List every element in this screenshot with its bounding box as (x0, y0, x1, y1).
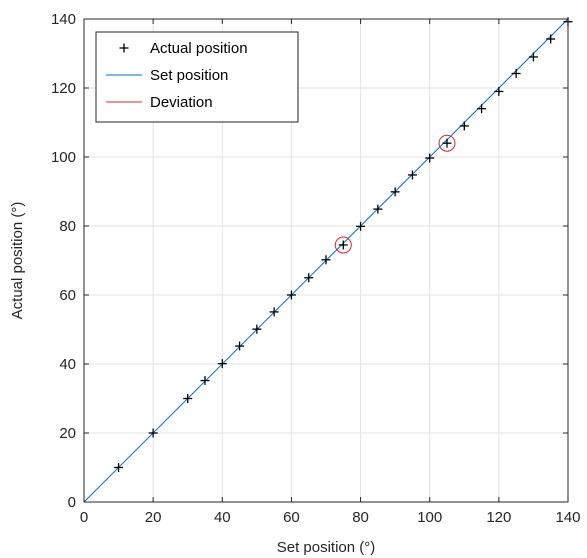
y-tick-label: 60 (59, 287, 76, 304)
actual-position-marker (494, 86, 504, 96)
actual-position-marker (546, 34, 556, 44)
legend-box (95, 31, 299, 123)
legend-items: Actual position Set position Deviation (106, 40, 248, 111)
x-tick-label: 40 (214, 509, 231, 526)
actual-position-marker (235, 341, 245, 351)
actual-position-marker (477, 104, 487, 114)
y-tick-label: 20 (59, 425, 76, 442)
ticks: 0 20 40 60 80 100 120 140 0 20 40 60 80 100 120 140 (51, 11, 581, 526)
actual-position-marker (459, 121, 469, 131)
actual-position-marker (528, 52, 538, 62)
x-tick-label: 120 (486, 509, 511, 526)
axes-box (83, 18, 569, 503)
actual-position-marker (356, 221, 366, 231)
deviation-circle (334, 236, 352, 254)
y-tick-label: 120 (51, 80, 76, 97)
actual-position-marker (390, 187, 400, 197)
actual-position-marker (114, 463, 124, 472)
actual-position-marker (286, 290, 296, 300)
actual-position-marker (373, 204, 383, 214)
y-tick-label: 80 (59, 218, 76, 235)
deviation-circle (438, 134, 456, 152)
x-tick-label: 140 (555, 509, 580, 526)
actual-position-marker (304, 273, 314, 283)
actual-position-marker (425, 153, 435, 163)
actual-position-marker (442, 138, 452, 148)
y-axis-title: Actual position (°) (9, 202, 26, 320)
y-tick-label: 40 (59, 356, 76, 373)
actual-position-marker (269, 307, 279, 317)
x-axis-title: Set position (°) (277, 539, 376, 556)
actual-position-marker (338, 240, 348, 250)
actual-position-marker (511, 69, 521, 79)
plot-area (83, 17, 573, 503)
legend: Actual position Set position Deviation (95, 31, 299, 123)
actual-position-marker (252, 324, 262, 334)
actual-position-marker (200, 376, 210, 386)
actual-position-marker (321, 255, 331, 265)
actual-position-marker (407, 170, 417, 180)
actual-position-marker (217, 359, 227, 369)
legend-label: Deviation (150, 94, 213, 111)
legend-marker-actual-position (119, 43, 129, 53)
x-tick-label: 100 (417, 509, 442, 526)
actual-position-marker (183, 394, 193, 403)
x-tick-label: 60 (283, 509, 300, 526)
y-tick-label: 100 (51, 149, 76, 166)
legend-label: Actual position (150, 40, 248, 57)
actual-position-marker (148, 428, 158, 438)
y-tick-label: 0 (68, 494, 76, 511)
legend-label: Set position (150, 67, 228, 84)
x-tick-label: 0 (80, 509, 88, 526)
x-tick-label: 80 (352, 509, 369, 526)
x-tick-label: 20 (145, 509, 162, 526)
y-tick-label: 140 (51, 11, 76, 28)
